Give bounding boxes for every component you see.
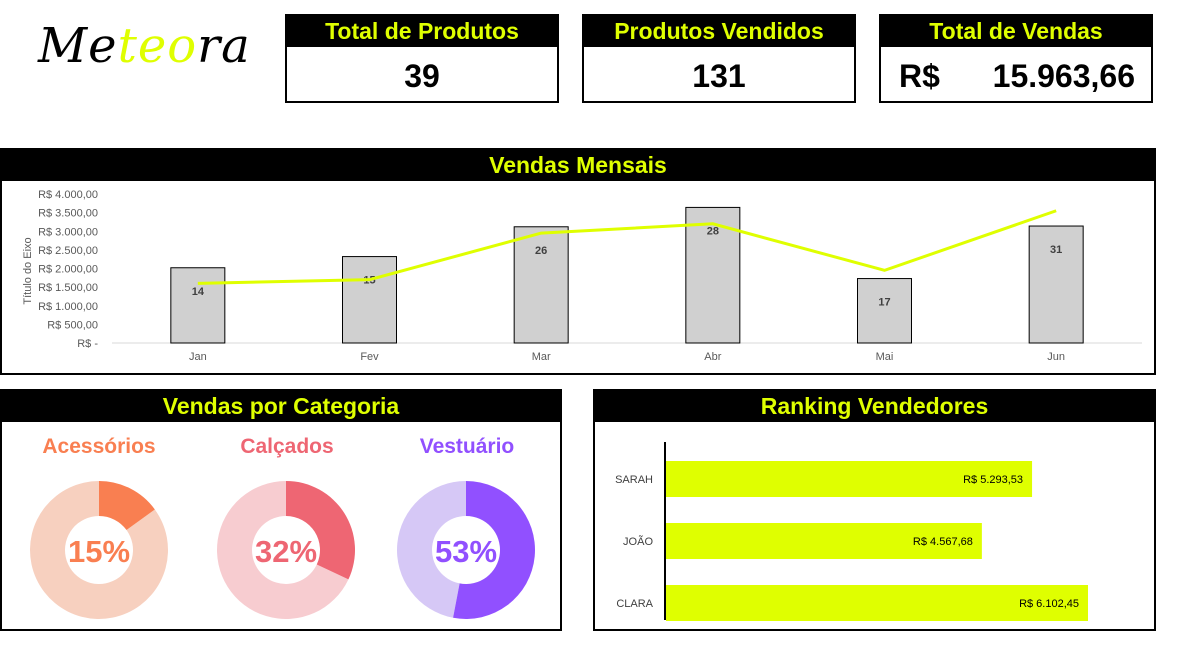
y-tick-label: R$ 3.500,00: [38, 208, 98, 220]
x-tick-label: Jan: [189, 351, 207, 363]
ranking-chart: SARAH R$ 5.293,53 JOÃO R$ 4.567,68 CLARA R$ 6…: [615, 442, 1088, 621]
donut-percent-vestuario: 53%: [435, 534, 497, 569]
x-tick-label: Mai: [876, 351, 894, 363]
category-label-calcados: Calçados: [240, 435, 334, 458]
bar-jun: [1028, 225, 1084, 344]
ranking-bar-clara: [666, 585, 1088, 621]
kpi-total-produtos-label: Total de Produtos: [287, 16, 557, 47]
y-tick-label: R$ 2.000,00: [38, 264, 98, 276]
kpi-produtos-vendidos-label: Produtos Vendidos: [584, 16, 854, 47]
ranking-panel: Ranking Vendedores SARAH R$ 5.293,53 JOÃO R…: [593, 389, 1156, 631]
ranking-bar-joao: [666, 523, 982, 559]
ranking-title: Ranking Vendedores: [595, 391, 1154, 422]
logo-part-2: teo: [117, 18, 198, 74]
category-label-acessorios: Acessórios: [42, 435, 156, 458]
kpi-total-vendas-value: 15.963,66: [992, 58, 1135, 94]
kpi-total-vendas: Total de Vendas R$ 15.963,66: [879, 14, 1153, 103]
kpi-total-vendas-label: Total de Vendas: [881, 16, 1151, 47]
bar-mai: [857, 278, 912, 344]
monthly-sales-chart: Título do Eixo R$ 4.000,00 R$ 3.500,00 R$ …: [22, 189, 1142, 363]
category-panel: Vendas por Categoria Acessórios Calçados…: [0, 389, 562, 631]
donut-remainder-vestuario: [396, 481, 466, 618]
monthly-sales-panel: Vendas Mensais Título do Eixo R$ 4.000,0…: [0, 148, 1156, 375]
bar-fev: [342, 256, 397, 344]
ranking-value-label: R$ 6.102,45: [1019, 598, 1079, 610]
ranking-name-label: SARAH: [615, 474, 653, 486]
bar-data-label: 17: [878, 297, 890, 309]
ranking-name-label: CLARA: [616, 598, 653, 610]
donut-percent-acessorios: 15%: [68, 534, 130, 569]
ranking-value-label: R$ 5.293,53: [963, 474, 1023, 486]
bar-data-label: 14: [192, 286, 205, 298]
x-tick-label: Jun: [1047, 351, 1065, 363]
donut-remainder-calcados: [217, 481, 349, 619]
kpi-produtos-vendidos-value: 131: [692, 58, 746, 94]
y-tick-label: R$ 1.500,00: [38, 282, 98, 294]
bar-mar: [513, 226, 569, 344]
x-tick-label: Fev: [360, 351, 379, 363]
y-tick-label: R$ 2.500,00: [38, 245, 98, 257]
category-donuts: 15% 32% 53%: [30, 481, 535, 619]
ranking-bar-sarah: [666, 461, 1033, 497]
donut-slice-vestuario: [453, 481, 535, 619]
ranking-name-label: JOÃO: [623, 535, 653, 548]
monthly-y-axis-title: Título do Eixo: [22, 237, 34, 304]
trend-line: [197, 209, 1057, 285]
logo-part-3: ra: [197, 18, 251, 74]
y-tick-label: R$ 4.000,00: [38, 189, 98, 201]
y-tick-label: R$ 1.000,00: [38, 301, 98, 313]
category-title: Vendas por Categoria: [2, 391, 560, 422]
donut-remainder-acessorios: [30, 481, 169, 619]
x-tick-label: Abr: [704, 351, 721, 363]
kpi-total-vendas-value-row: R$ 15.963,66: [881, 47, 1151, 103]
brand-logo: Meteora: [38, 18, 268, 88]
logo-part-1: Me: [38, 18, 118, 74]
bar-jan: [170, 267, 226, 344]
donut-percent-calcados: 32%: [255, 534, 317, 569]
bar-data-label: 31: [1050, 244, 1062, 256]
bar-data-label: 26: [535, 245, 547, 257]
y-tick-label: R$ -: [77, 338, 98, 350]
category-label-vestuario: Vestuário: [419, 435, 515, 458]
donut-slice-calcados: [286, 481, 355, 580]
ranking-value-label: R$ 4.567,68: [913, 536, 973, 548]
kpi-produtos-vendidos: Produtos Vendidos 131: [582, 14, 856, 103]
donut-slice-acessorios: [99, 481, 155, 531]
x-tick-label: Mar: [532, 351, 551, 363]
monthly-sales-title: Vendas Mensais: [2, 150, 1154, 181]
kpi-total-vendas-currency: R$: [899, 58, 940, 94]
y-tick-label: R$ 3.000,00: [38, 226, 98, 238]
bar-data-label: 28: [707, 225, 719, 237]
y-tick-label: R$ 500,00: [47, 319, 98, 331]
kpi-total-produtos: Total de Produtos 39: [285, 14, 559, 103]
kpi-total-produtos-value: 39: [404, 58, 440, 94]
